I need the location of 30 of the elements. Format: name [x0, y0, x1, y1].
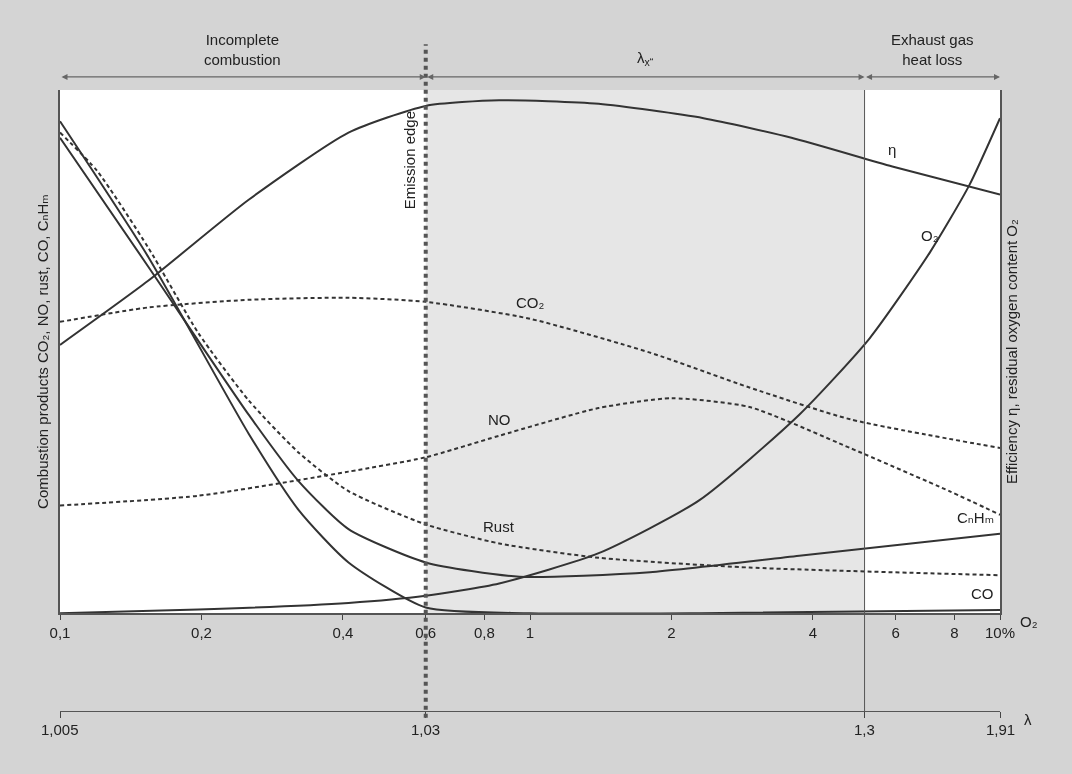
annotation: NO [488, 411, 511, 428]
x-tick-label: 8 [950, 624, 959, 642]
annotation: Rust [483, 518, 515, 535]
x2-axis-title: λ [1024, 711, 1032, 728]
text: Incomplete combustion [204, 31, 281, 68]
x-tick-label: 0,1 [49, 624, 71, 642]
x-tick-label: 0,4 [332, 624, 354, 642]
x-axis-title: O₂ [1020, 613, 1038, 630]
x-tick-label: 1 [525, 624, 535, 642]
text: 1,3 [854, 721, 875, 738]
y2-axis-title: Efficiency η, residual oxygen content O₂ [1003, 218, 1021, 485]
x-tick-label: 10% [984, 624, 1016, 642]
x-tick-label: 6 [891, 624, 900, 642]
x-tick-label: 0,2 [191, 624, 212, 642]
annotation: η [888, 141, 897, 158]
x-tick-label: 2 [667, 624, 676, 642]
ref-line-label: Emission edge [401, 110, 419, 210]
annotation: O₂ [921, 227, 939, 244]
x-tick-label: 0,8 [474, 624, 495, 642]
text: Exhaust gas heat loss [891, 31, 974, 68]
text: 1,005 [41, 721, 79, 738]
band-label: λ$_{x“}$ [637, 49, 654, 69]
annotation: CₙHₘ [957, 509, 994, 526]
text: 1,03 [411, 721, 441, 738]
annotation: CO [971, 585, 994, 602]
annotation: CO₂ [516, 294, 545, 311]
text: 1,91 [986, 721, 1016, 738]
x-tick-label: 0,6 [415, 624, 437, 642]
x-tick-label: 4 [808, 624, 818, 642]
y-axis-title: Combustion products CO₂, NO, rust, CO, CₙHₘ [33, 194, 51, 509]
